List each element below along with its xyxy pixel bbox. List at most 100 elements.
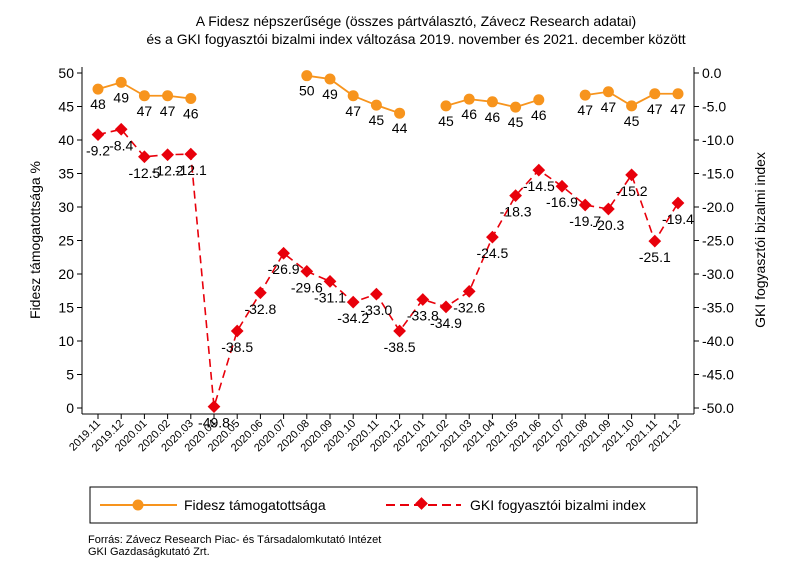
right-tick-label: -50.0 — [702, 400, 734, 416]
gki-data-label: -33.8 — [407, 307, 439, 323]
right-tick-label: -15.0 — [702, 166, 734, 182]
fidesz-point — [138, 90, 150, 102]
gki-point — [323, 275, 337, 288]
legend-marker-gki — [415, 497, 428, 510]
fidesz-point — [579, 89, 591, 101]
gki-data-label: -9.2 — [86, 143, 110, 159]
fidesz-data-label: 45 — [508, 114, 524, 130]
gki-data-label: -24.5 — [476, 245, 508, 261]
gki-data-label: -12.5 — [128, 165, 160, 181]
labels-fidesz: 48 49 47 47 46 50 49 47 45 44 45 46 46 45 46 47 47 45 47 47 — [90, 83, 686, 137]
right-tick-label: -45.0 — [702, 367, 734, 383]
fidesz-data-label: 46 — [485, 109, 501, 125]
right-tick-label: -10.0 — [702, 132, 734, 148]
legend-label-gki: GKI fogyasztói bizalmi index — [470, 497, 646, 513]
gki-data-label: -29.6 — [291, 279, 323, 295]
fidesz-point — [486, 96, 498, 108]
fidesz-point — [672, 88, 684, 100]
gki-data-label: -19.4 — [662, 211, 694, 227]
fidesz-data-label: 50 — [299, 83, 315, 99]
left-tick-label: 50 — [58, 65, 74, 81]
fidesz-point — [92, 83, 104, 95]
source-line-2: GKI Gazdaságkutató Zrt. — [88, 546, 210, 558]
fidesz-data-label: 45 — [624, 113, 640, 129]
gki-point — [648, 234, 662, 248]
gki-data-label: -12.1 — [175, 162, 207, 178]
fidesz-point — [463, 93, 475, 105]
fidesz-data-label: 48 — [90, 96, 106, 112]
chart-title-line-1: A Fidesz népszerűsége (összes pártválasz… — [196, 13, 636, 29]
left-tick-label: 40 — [58, 132, 74, 148]
x-ticks: 2019.112019.122020.012020.022020.032020.… — [67, 414, 683, 454]
fidesz-point — [649, 88, 661, 100]
labels-gki: -9.2 -8.4 -12.5-12.2-12.1 -49.8 -38.5 -32.8 -2… — [86, 137, 694, 430]
left-tick-label: 45 — [58, 99, 74, 115]
gki-point — [393, 324, 406, 338]
gki-point — [207, 400, 221, 414]
legend-item-fidesz: Fidesz támogatottsága — [100, 497, 326, 513]
gki-data-label: -8.4 — [109, 137, 133, 153]
gki-point — [138, 150, 151, 164]
fidesz-data-label: 47 — [601, 99, 617, 115]
legend-marker-fidesz — [132, 499, 144, 511]
right-tick-label: -20.0 — [702, 199, 734, 215]
gki-point — [532, 163, 546, 177]
gki-data-label: -25.1 — [639, 249, 671, 265]
gki-line — [97, 128, 679, 407]
legend-label-fidesz: Fidesz támogatottsága — [184, 497, 326, 513]
right-tick-label: -40.0 — [702, 333, 734, 349]
fidesz-data-label: 47 — [160, 103, 176, 119]
gki-point — [346, 295, 360, 309]
legend-item-gki: GKI fogyasztói bizalmi index — [386, 497, 646, 513]
gki-data-label: -20.3 — [592, 217, 624, 233]
fidesz-point — [533, 94, 545, 106]
fidesz-data-label: 47 — [137, 103, 153, 119]
chart-title-line-2: és a GKI fogyasztói bizalmi index változ… — [146, 31, 685, 47]
gki-point — [91, 128, 105, 142]
gki-data-label: -34.9 — [430, 315, 462, 331]
left-tick-label: 10 — [58, 333, 74, 349]
fidesz-data-label: 49 — [322, 86, 338, 102]
gki-point — [300, 264, 314, 278]
gki-data-label: -16.9 — [546, 194, 578, 210]
fidesz-point — [602, 86, 614, 98]
left-tick-label: 0 — [66, 400, 74, 416]
right-y-ticks: -50.0 -45.0 -40.0 -35.0 -30.0 -25.0 -20.0 -15.0… — [694, 65, 734, 416]
gki-data-label: -34.2 — [337, 310, 369, 326]
gki-data-label: -12.2 — [152, 163, 184, 179]
fidesz-point — [301, 70, 313, 82]
gki-data-label: -49.8 — [198, 415, 230, 431]
gki-data-label: -32.8 — [244, 301, 276, 317]
right-tick-label: -35.0 — [702, 300, 734, 316]
fidesz-data-label: 47 — [345, 103, 361, 119]
fidesz-data-label: 44 — [392, 120, 408, 136]
gki-point — [161, 148, 174, 162]
fidesz-data-label: 47 — [647, 101, 663, 117]
fidesz-point — [347, 90, 359, 102]
gki-point — [254, 286, 267, 300]
gki-data-label: -32.6 — [453, 299, 485, 315]
fidesz-data-label: 45 — [369, 112, 385, 128]
fidesz-data-label: 47 — [670, 101, 686, 117]
fidesz-data-label: 49 — [113, 89, 129, 105]
gki-data-label: -19.7 — [569, 213, 601, 229]
right-tick-label: 0.0 — [702, 65, 722, 81]
right-tick-label: -30.0 — [702, 266, 734, 282]
gki-data-label: -26.9 — [268, 261, 300, 277]
source-line-1: Forrás: Závecz Research Piac- és Társada… — [88, 534, 382, 546]
fidesz-data-label: 46 — [531, 107, 547, 123]
gki-data-label: -38.5 — [221, 339, 253, 355]
gki-point — [625, 168, 638, 182]
gki-data-label: -31.1 — [314, 289, 346, 305]
fidesz-point — [394, 107, 406, 119]
fidesz-point — [440, 100, 452, 112]
gki-point — [184, 147, 198, 161]
left-tick-label: 5 — [66, 367, 74, 383]
gki-point — [416, 293, 430, 306]
fidesz-point — [510, 101, 522, 113]
gki-data-label: -38.5 — [384, 339, 416, 355]
fidesz-point — [626, 100, 638, 112]
series-gki — [91, 122, 685, 414]
fidesz-point — [185, 92, 197, 104]
series-fidesz — [92, 70, 684, 119]
